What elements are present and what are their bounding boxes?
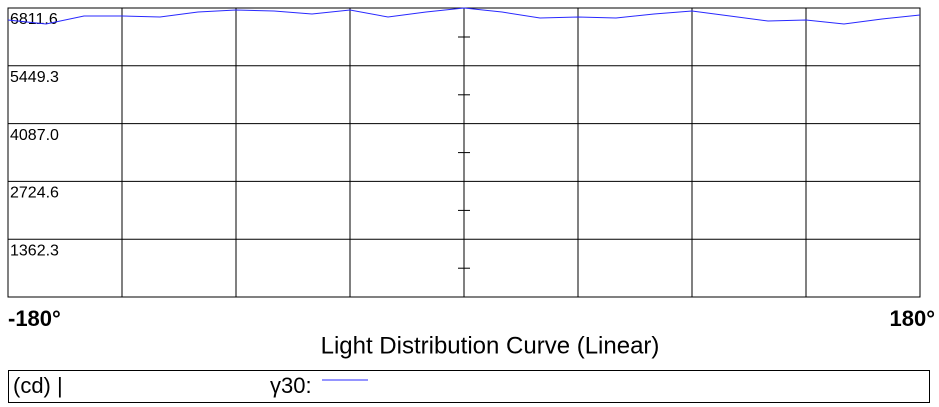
y-tick-label: 4087.0 (10, 127, 59, 144)
y-tick-label: 6811.6 (10, 11, 58, 28)
y-tick-label: 2724.6 (10, 185, 59, 202)
legend-box (8, 370, 930, 403)
x-tick-label: 180° (889, 306, 935, 331)
x-tick-label: -180° (8, 306, 61, 331)
y-tick-label: 1362.3 (10, 242, 59, 259)
y-tick-label: 5449.3 (10, 69, 59, 86)
chart-title: Light Distribution Curve (Linear) (321, 332, 660, 359)
y-unit-label: (cd) | (13, 373, 63, 398)
legend-label: γ30: (270, 373, 312, 398)
data-line (7, 7, 921, 25)
